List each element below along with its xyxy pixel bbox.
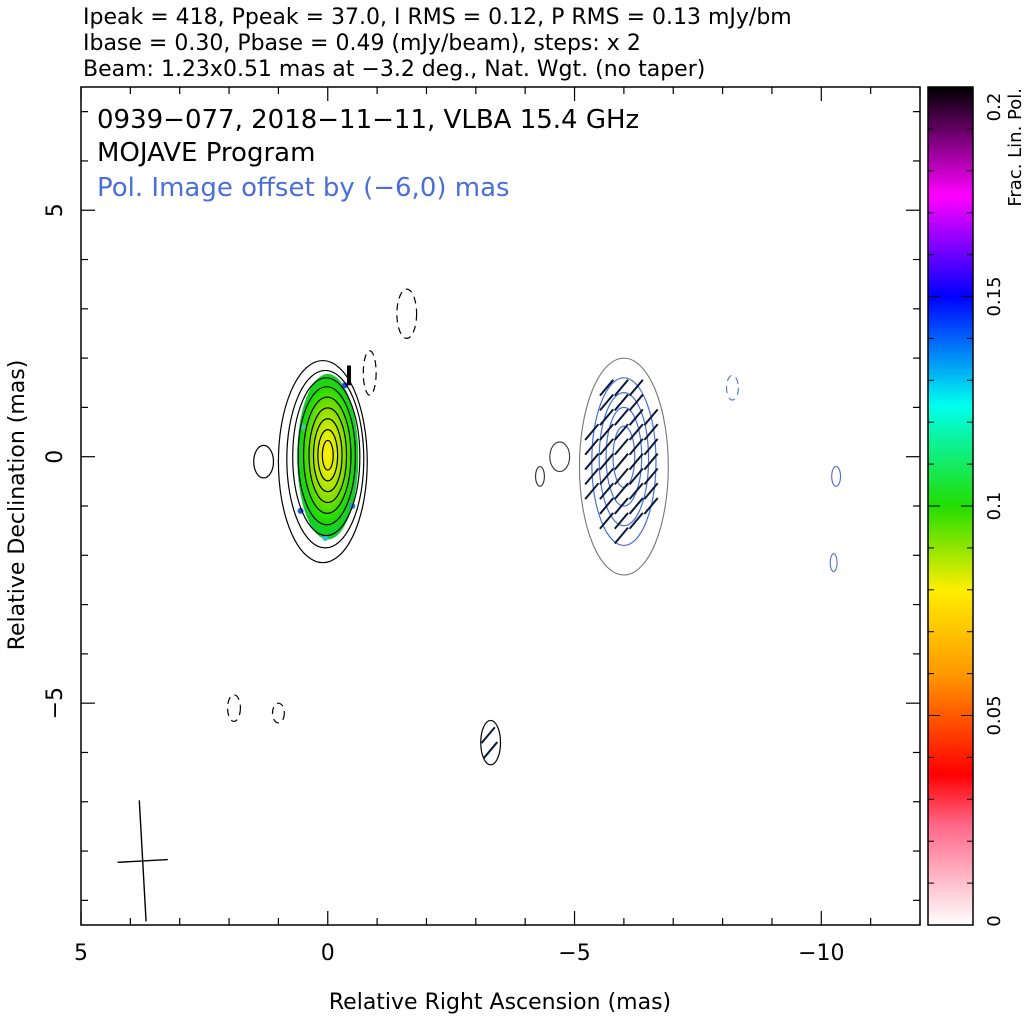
negative-contour [396,288,418,339]
frac-pol-speckle [322,535,329,542]
stokes-i-contour [302,396,352,514]
stokes-i-contour [286,369,365,549]
header-line-3: Beam: 1.23x0.51 mas at −3.2 deg., Nat. W… [83,57,705,82]
stokes-i-contour [297,386,357,526]
stokes-i-contour [308,407,348,504]
evpa-vector [613,527,629,545]
x-tick-label: −10 [798,941,844,966]
plot-frame [80,86,921,926]
pol-blob-contour [534,466,545,487]
colorbar-title: Frac. Lin. Pol. [1005,88,1026,207]
stokes-i-contour [292,377,361,537]
evpa-vector [599,482,615,500]
pol-blob-contour [831,466,842,487]
evpa-vector [613,497,629,515]
program-label: MOJAVE Program [97,138,315,168]
frac-pol-speckle [300,424,307,431]
evpa-vector [584,423,600,441]
pol-blob-contour [725,374,739,401]
evpa-vector [599,408,615,426]
evpa-vector [613,408,629,426]
pol-blob-contour [829,553,838,573]
evpa-vector [584,467,600,485]
evpa-vector [613,438,629,456]
evpa-vector [628,497,644,515]
evpa-vector [599,453,615,471]
colorbar-tick-label: 0.05 [984,695,1005,735]
stokes-i-contour [321,439,334,471]
evpa-vector [628,512,644,530]
pol-intensity-contour [591,377,657,547]
header-line-2: Ibase = 0.30, Pbase = 0.49 (mJy/beam), s… [83,31,641,56]
evpa-vector [643,467,659,485]
evpa-vector [584,482,600,500]
evpa-vector [599,393,615,412]
stokes-i-contour [312,418,343,493]
negative-contour [271,702,285,724]
stokes-i-contour [480,719,502,766]
evpa-vector [628,453,644,471]
evpa-vector [480,726,496,744]
evpa-vector [628,408,644,426]
colorbar-tick-label: 0.2 [984,93,1005,122]
x-tick-label: −5 [558,941,590,966]
evpa-vector [643,482,659,500]
stokes-i-contour [317,428,339,482]
y-tick-label: 5 [43,203,68,217]
evpa-vector [599,423,615,441]
evpa-vector [628,379,644,397]
evpa-vector [628,423,644,441]
evpa-vector [613,482,629,500]
evpa-vector [643,453,659,471]
evpa-vector [584,453,600,471]
evpa-vector [628,393,644,412]
negative-contour [362,350,377,396]
beam-minor-axis [117,858,168,864]
evpa-vector [613,379,629,397]
stokes-i-contour [277,359,368,564]
evpa-vector [613,467,629,485]
evpa-vector [628,467,644,485]
colorbar-tick-label: 0 [984,915,1005,926]
pol-intensity-contour [598,392,650,527]
evpa-vector [613,453,629,471]
negative-contour [226,694,242,723]
evpa-vector [599,497,615,515]
evpa-vector [628,438,644,456]
evpa-vector [599,379,615,397]
evpa-vector [643,497,659,515]
x-axis-title: Relative Right Ascension (mas) [329,990,671,1015]
evpa-vector [599,438,615,456]
y-tick-label: 0 [43,450,68,464]
stokes-i-contour [253,444,275,479]
y-tick-label: −5 [43,687,68,719]
pol-offset-label: Pol. Image offset by (−6,0) mas [97,173,510,203]
colorbar-tick-label: 0.15 [984,276,1005,316]
x-tick-label: 0 [321,941,335,966]
source-label: 0939−077, 2018−11−11, VLBA 15.4 GHz [97,105,639,135]
evpa-vector [613,512,629,530]
evpa-vector [599,467,615,485]
evpa-vector [643,438,659,456]
pol-blob-contour [549,441,571,473]
evpa-vector [584,438,600,456]
evpa-vector [643,408,659,426]
evpa-vector [643,423,659,441]
x-tick-label: 5 [74,941,88,966]
plot-area [117,288,842,922]
evpa-vector [628,482,644,500]
pol-intensity-contour [612,425,636,488]
evpa-vector [613,423,629,441]
axis-ticks: 5 0 −5 −10 5 0 −5 [43,87,921,966]
evpa-vector [613,393,629,412]
evpa-vector [599,512,615,530]
colorbar-ticks: 0 0.05 0.1 0.15 0.2 [928,86,1005,927]
evpa-vector [483,741,499,759]
pol-total-intensity-contour [578,357,669,576]
header-line-1: Ipeak = 418, Ppeak = 37.0, I RMS = 0.12,… [83,5,792,30]
frac-pol-speckle [342,382,349,389]
y-axis-title: Relative Declination (mas) [5,360,30,651]
colorbar-tick-label: 0.1 [984,492,1005,521]
